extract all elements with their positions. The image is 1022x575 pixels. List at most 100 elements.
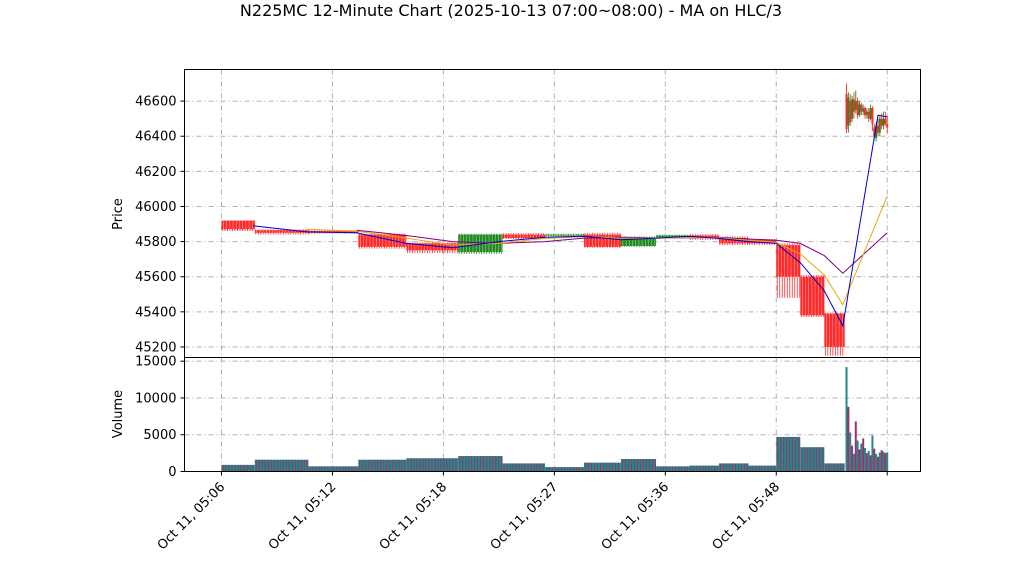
candle-body	[867, 111, 870, 119]
candle	[886, 115, 889, 133]
volume-bar-group	[502, 463, 546, 472]
volume-bar	[689, 465, 719, 472]
volume-bar-group	[254, 459, 309, 472]
candle-group	[800, 274, 825, 318]
candle	[882, 111, 885, 130]
price-tick-label: 45800	[135, 235, 176, 250]
candle-body	[858, 104, 861, 116]
volume-bar-group	[620, 458, 657, 472]
volume-bar	[867, 450, 870, 472]
volume-bar-group	[718, 463, 749, 472]
candle-body	[776, 245, 801, 277]
volume-bar	[882, 451, 885, 472]
volume-bar	[800, 447, 825, 472]
candle-group	[406, 242, 459, 254]
volume-bar	[875, 453, 878, 472]
candle-body	[864, 108, 867, 116]
volume-bar-group	[583, 462, 621, 472]
volume-bar	[873, 448, 876, 472]
volume-bar-group	[776, 436, 801, 472]
volume-bar-group	[358, 459, 407, 472]
volume-axis-label: Volume	[111, 390, 126, 438]
candle-body	[221, 220, 255, 230]
candle-body	[254, 230, 309, 233]
price-y-axis: 45200 45400 45600 45800 46000 46200 46400 46600	[135, 95, 185, 355]
candle-body	[856, 101, 859, 116]
candle-body	[824, 313, 845, 347]
volume-bar	[880, 450, 883, 472]
candle-body	[862, 108, 865, 112]
volume-bar	[358, 459, 407, 472]
candle-body	[869, 108, 872, 119]
candle-group	[824, 312, 845, 356]
volume-bar	[718, 463, 749, 472]
candle	[854, 90, 857, 114]
price-tick-label: 45600	[135, 270, 176, 285]
x-tick-label: Oct 11, 05:36	[599, 480, 672, 553]
candle-group	[545, 233, 585, 237]
x-tick-label: Oct 11, 05:48	[710, 480, 783, 553]
volume-bar-group	[656, 466, 690, 472]
candle	[851, 95, 854, 123]
time-x-axis: Oct 11, 05:06 Oct 11, 05:12 Oct 11, 05:18 O…	[155, 471, 888, 553]
candle	[865, 108, 868, 119]
price-tick-label: 46600	[135, 95, 176, 110]
volume-bar	[864, 447, 867, 472]
candle-body	[875, 125, 878, 138]
x-tick-label: Oct 11, 05:12	[266, 480, 339, 553]
volume-bar	[254, 459, 309, 472]
volume-bar	[860, 443, 863, 472]
candle-body	[545, 234, 584, 236]
volume-bar	[862, 438, 865, 472]
candle-body	[865, 111, 868, 116]
candle	[867, 108, 870, 123]
candle	[845, 83, 848, 133]
candle-group	[358, 233, 407, 249]
price-tick-label: 45200	[135, 340, 176, 355]
candle-group	[583, 232, 621, 248]
volume-bar	[876, 456, 879, 472]
volume-bar	[308, 466, 359, 472]
candle-group	[254, 229, 309, 235]
candle-body	[882, 118, 885, 126]
candle-body	[880, 118, 883, 126]
candle-body	[845, 94, 848, 130]
candle	[858, 101, 861, 117]
candle-body	[884, 118, 887, 124]
volume-bars	[221, 367, 889, 472]
candle	[884, 111, 887, 126]
volume-bar	[583, 462, 621, 472]
volume-plot-frame	[184, 357, 921, 472]
price-tick-label: 46200	[135, 165, 176, 180]
candle-body	[886, 123, 889, 128]
volume-bar	[776, 436, 801, 472]
candle-group	[502, 233, 546, 239]
volume-bar	[865, 453, 868, 472]
volume-y-axis: 0 5000 10000 15000	[135, 355, 185, 480]
candle-group	[221, 220, 255, 232]
candle-body	[860, 104, 863, 112]
volume-bar	[878, 452, 881, 472]
candle-body	[800, 276, 825, 316]
volume-bar-group	[458, 456, 503, 472]
candle-body	[656, 235, 690, 238]
volume-bar	[886, 452, 889, 472]
x-tick-label: Oct 11, 05:06	[155, 480, 228, 553]
volume-tick-label: 10000	[135, 391, 176, 406]
volume-bar-group	[748, 465, 777, 472]
candle-body	[854, 101, 857, 110]
candle-body	[847, 97, 850, 126]
ma-short-line	[252, 114, 888, 328]
volume-tick-label: 15000	[135, 355, 176, 370]
volume-bar	[854, 421, 857, 472]
candle	[878, 115, 881, 137]
price-axis-label: Price	[111, 198, 126, 230]
volume-bar-group	[221, 464, 255, 472]
volume-bar	[856, 440, 859, 472]
candle	[869, 104, 872, 121]
candle-group	[776, 243, 801, 298]
candle	[852, 92, 855, 119]
volume-bar	[858, 449, 861, 472]
candle-body	[871, 108, 874, 124]
